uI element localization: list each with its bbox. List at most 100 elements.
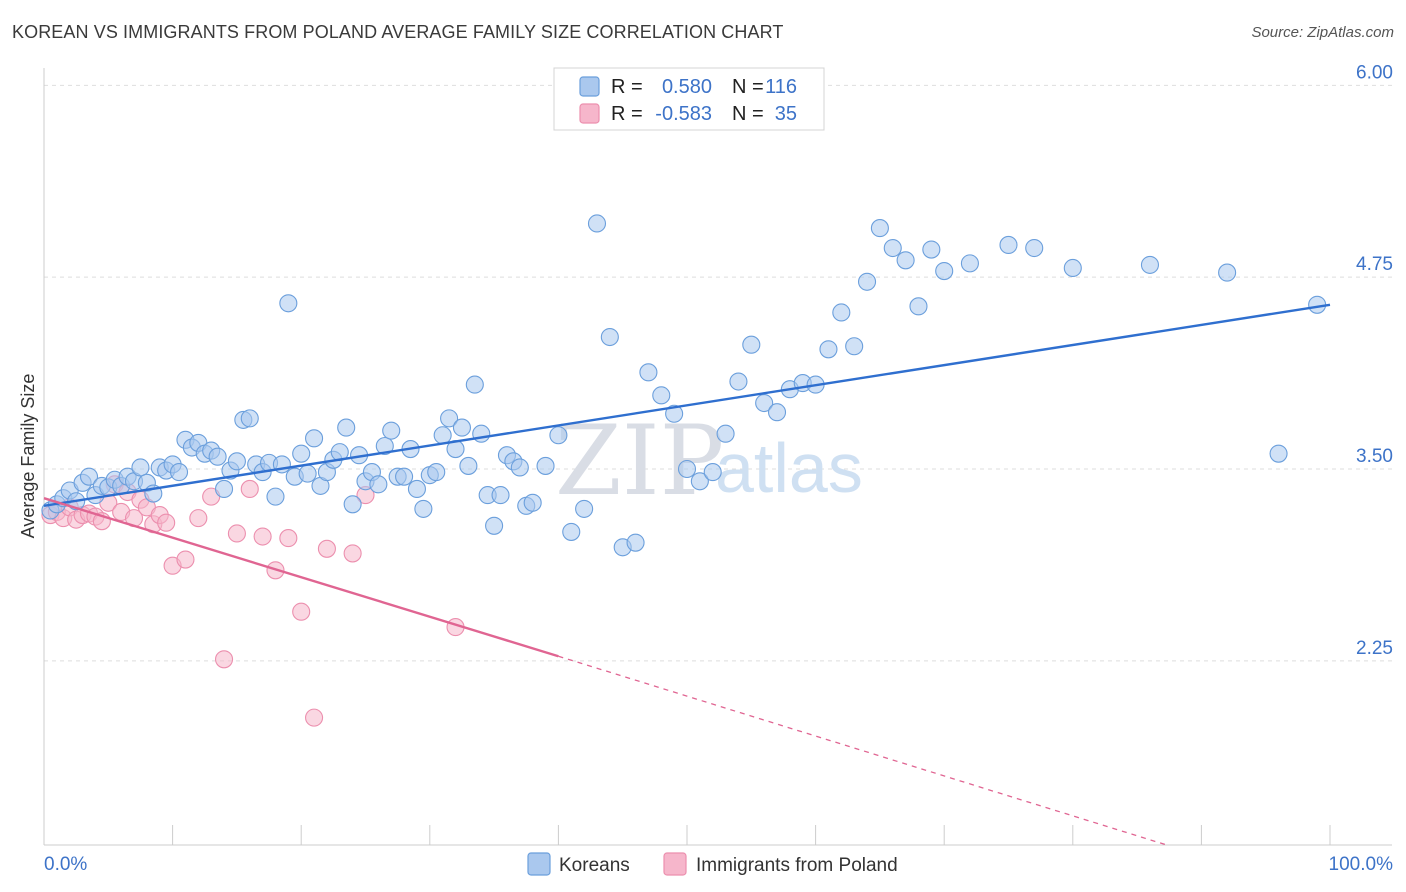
point-koreans: [549, 426, 568, 445]
point-koreans: [510, 458, 529, 477]
x-tick-labels: 0.0% 100.0%: [44, 854, 1393, 875]
point-koreans: [870, 219, 889, 238]
point-koreans: [960, 254, 979, 273]
point-koreans: [407, 479, 426, 499]
point-koreans: [1218, 263, 1237, 282]
point-koreans: [465, 375, 484, 394]
point-koreans: [79, 467, 99, 486]
point-koreans: [896, 251, 915, 270]
legend-swatch-koreans: [579, 76, 600, 97]
point-poland: [253, 527, 272, 546]
source-credit: Source: ZipAtlas.com: [1251, 24, 1394, 41]
point-koreans: [433, 426, 452, 445]
point-poland: [279, 529, 298, 548]
trendline-poland: [43, 497, 559, 658]
point-poland: [157, 513, 176, 532]
trendlines: [43, 303, 1331, 846]
point-koreans: [690, 472, 709, 491]
point-koreans: [665, 404, 684, 423]
point-koreans: [652, 386, 671, 405]
correlation-legend: R = 0.580 N = 116 R = -0.583 N = 35: [553, 67, 825, 131]
point-koreans: [626, 533, 645, 552]
point-koreans: [266, 487, 285, 506]
point-koreans: [491, 486, 510, 505]
x-tick-label: 100.0%: [1329, 854, 1394, 875]
point-koreans: [575, 499, 594, 518]
point-koreans: [459, 456, 478, 475]
point-koreans: [832, 303, 851, 322]
series-immigrants-from-poland: [41, 475, 465, 727]
point-poland: [317, 539, 336, 558]
point-koreans: [375, 436, 394, 456]
trendline-koreans: [43, 303, 1331, 508]
watermark: ZIP atlas: [555, 405, 863, 517]
point-poland: [343, 544, 362, 563]
series-legend: Koreans Immigrants from Poland: [527, 852, 898, 876]
legend-r-label: R =: [611, 76, 643, 98]
point-koreans: [909, 297, 928, 316]
point-koreans: [298, 464, 317, 483]
point-koreans: [845, 337, 864, 356]
point-koreans: [382, 421, 401, 440]
point-koreans: [337, 418, 356, 437]
legend-r-value: -0.583: [655, 103, 712, 125]
point-poland: [227, 524, 246, 543]
x-tick-label: 0.0%: [44, 854, 87, 875]
point-koreans: [677, 459, 697, 479]
point-koreans: [600, 327, 619, 347]
point-poland: [305, 708, 324, 727]
watermark-atlas: atlas: [715, 429, 863, 507]
point-koreans: [536, 456, 555, 475]
point-koreans: [369, 475, 388, 494]
y-tick-label: 4.75: [1356, 254, 1393, 275]
legend-label-poland: Immigrants from Poland: [696, 855, 898, 876]
y-tick-label: 2.25: [1356, 638, 1393, 659]
point-poland: [240, 479, 259, 499]
point-koreans: [999, 235, 1018, 255]
legend-n-label: N =: [732, 76, 764, 98]
legend-n-value: 116: [765, 76, 797, 98]
legend-r-value: 0.580: [662, 76, 712, 98]
point-koreans: [587, 214, 607, 233]
y-axis-title: Average Family Size: [18, 374, 38, 539]
point-koreans: [343, 495, 362, 514]
watermark-zip: ZIP: [555, 405, 724, 517]
point-koreans: [1025, 238, 1044, 258]
point-koreans: [562, 522, 581, 541]
point-koreans: [523, 493, 542, 512]
legend-r-label: R =: [611, 103, 643, 125]
point-koreans: [729, 372, 748, 391]
y-tick-labels: 2.25 3.50 4.75 6.00: [1356, 62, 1393, 658]
point-koreans: [452, 418, 472, 437]
point-koreans: [292, 444, 311, 463]
legend-swatch-poland: [663, 852, 687, 876]
point-koreans: [742, 335, 761, 354]
point-koreans: [639, 363, 658, 382]
point-koreans: [857, 272, 877, 291]
y-tick-label: 3.50: [1356, 446, 1393, 467]
point-koreans: [922, 240, 941, 259]
point-koreans: [279, 294, 298, 313]
point-koreans: [440, 409, 459, 428]
point-koreans: [472, 424, 491, 443]
point-koreans: [395, 467, 414, 486]
point-poland: [214, 650, 234, 669]
point-koreans: [819, 340, 838, 359]
point-koreans: [427, 463, 446, 482]
point-koreans: [935, 261, 954, 281]
axes: [43, 68, 1392, 846]
legend-n-value: 35: [775, 103, 797, 125]
point-poland: [189, 509, 208, 528]
point-koreans: [227, 452, 246, 471]
chart-title: KOREAN VS IMMIGRANTS FROM POLAND AVERAGE…: [12, 22, 784, 42]
point-koreans: [716, 424, 735, 443]
y-tick-label: 6.00: [1356, 62, 1393, 83]
point-koreans: [767, 403, 787, 422]
point-poland: [292, 602, 311, 621]
point-koreans: [755, 393, 774, 413]
series-koreans: [41, 214, 1327, 557]
point-koreans: [131, 458, 150, 477]
point-koreans: [883, 238, 902, 258]
point-koreans: [169, 463, 189, 482]
point-koreans: [305, 429, 324, 448]
